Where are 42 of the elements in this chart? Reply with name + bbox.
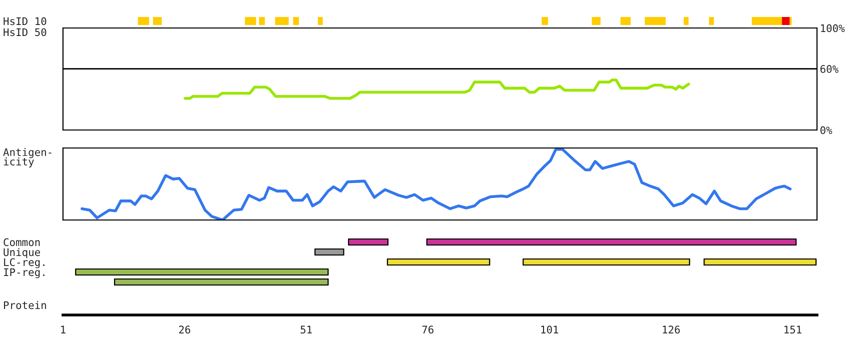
bar [709,17,714,25]
bar [244,17,256,25]
bar [592,17,601,25]
x-tick-label: 51 [300,326,312,334]
y-tick-label: IP-reg. [4,268,44,278]
x-axis-title: Protein [4,301,46,310]
x-tick-label: 101 [541,326,558,334]
y-tick-label: 100% [821,24,845,32]
x-tick-label: 1 [61,326,66,334]
y-tick-label: Unique [4,248,40,258]
y-tick-label: 0% [820,126,832,134]
y-tick-label: LC-reg. [4,258,44,268]
line-series [184,78,690,100]
y-axis-title: HsID 50 [4,28,46,36]
bar [314,248,344,256]
bar [522,258,690,266]
bar [704,258,817,266]
bar [275,17,289,25]
bar [782,17,790,25]
bar [620,17,631,25]
bar [348,238,389,246]
y-tick-label: HsID 10 [4,17,46,26]
bar [426,238,797,246]
bar [259,17,265,25]
y-tick-label: 60% [820,65,838,73]
bar [75,268,329,276]
y-tick-label: Common [4,238,40,246]
bar [386,258,490,266]
x-tick-label: 76 [422,326,434,334]
bar [542,17,548,25]
y-axis-title: Antigen- icity [3,148,52,168]
x-tick-label: 126 [662,326,680,334]
bar [114,278,329,286]
bar [293,17,299,25]
bar [138,17,150,25]
bar [318,17,323,25]
bar [684,17,689,25]
x-tick-label: 26 [179,326,190,334]
bar [644,17,666,25]
x-tick-label: 151 [784,326,802,334]
bar [752,17,782,25]
bar [152,17,162,25]
